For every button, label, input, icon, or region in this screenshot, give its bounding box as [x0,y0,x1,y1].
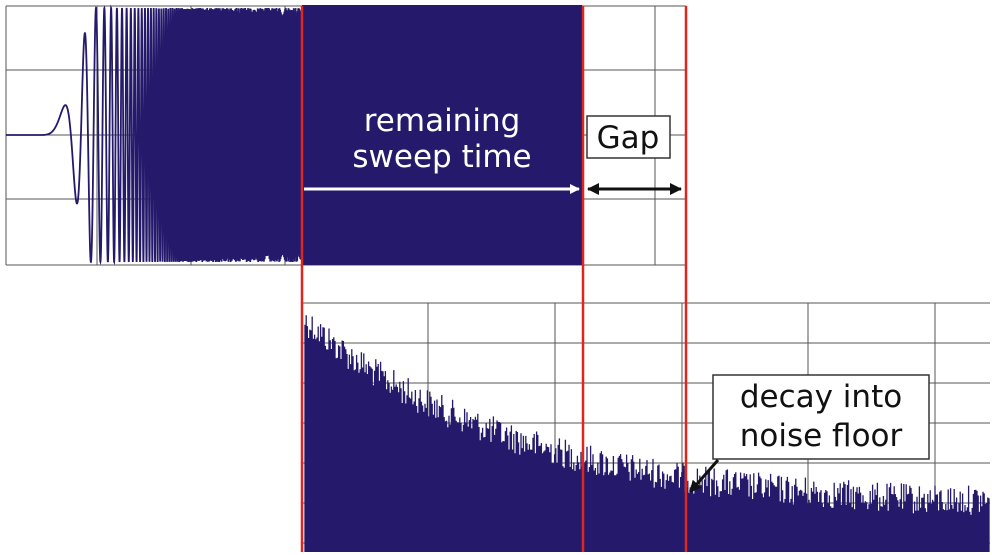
remaining-label-line1: remaining [364,103,521,139]
gap-label: Gap [586,115,682,195]
decay-label-line1: decay into [740,379,902,415]
time-markers [300,6,688,552]
decay-label-line2: noise floor [740,418,903,454]
remaining-sweep-block [302,5,582,265]
gap-label-box [586,115,671,159]
sweep-waveform [6,4,303,266]
gap-label-text: Gap [597,120,660,156]
decay-label-box [712,374,930,460]
remaining-sweep-label: remaining sweep time [304,103,580,194]
sweep-signal-panel [5,4,687,266]
decay-label: decay into noise floor [688,374,930,493]
remaining-label-line2: sweep time [352,139,531,175]
decay-arrow [688,459,720,493]
decay-response-panel [301,302,990,552]
